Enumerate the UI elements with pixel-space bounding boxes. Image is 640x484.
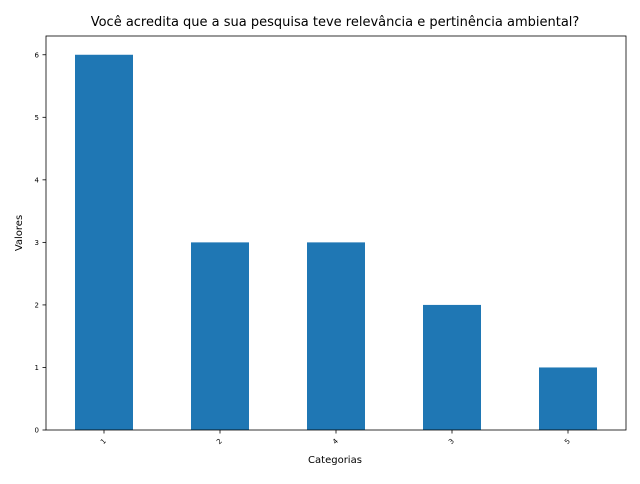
y-tick-label: 5 xyxy=(35,114,39,122)
chart-title: Você acredita que a sua pesquisa teve re… xyxy=(91,15,580,30)
y-tick-label: 0 xyxy=(35,427,39,435)
y-tick-label: 4 xyxy=(35,176,40,184)
plot-area: 1 2 4 3 5 0 1 2 3 4 5 6 xyxy=(35,35,627,446)
x-tick-label: 2 xyxy=(215,437,224,446)
bar-3 xyxy=(423,304,481,430)
axes-frame xyxy=(45,35,627,431)
y-tick-label: 6 xyxy=(35,51,40,59)
x-tick-label: 5 xyxy=(563,437,572,446)
y-tick-label: 1 xyxy=(35,364,39,372)
bar-4 xyxy=(307,242,365,430)
x-tick-label: 4 xyxy=(331,437,340,446)
bar-2 xyxy=(191,242,249,430)
y-axis-label: Valores xyxy=(14,215,25,251)
y-tick-label: 3 xyxy=(35,239,39,247)
x-tick-label: 3 xyxy=(447,437,456,446)
x-axis-label: Categorias xyxy=(308,455,362,466)
y-tick-label: 2 xyxy=(35,301,39,309)
bar-5 xyxy=(539,367,597,430)
bar-1 xyxy=(75,54,133,431)
x-tick-label: 1 xyxy=(99,437,108,446)
